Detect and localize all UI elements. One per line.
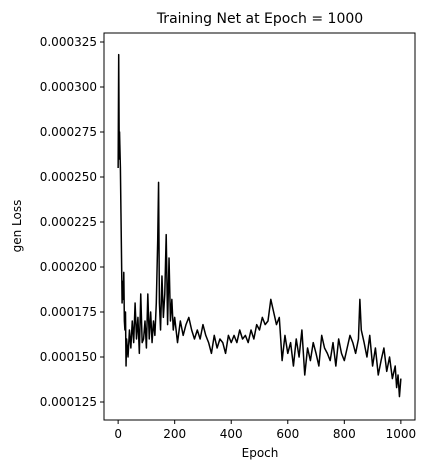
y-tick-label: 0.000325 <box>40 35 97 49</box>
y-tick-label: 0.000250 <box>40 170 97 184</box>
series-line-0 <box>117 53 402 398</box>
y-axis: 0.000125 0.000150 0.000175 0.000200 0.000225… <box>40 35 104 409</box>
x-tick-label: 800 <box>333 427 356 441</box>
plot-frame <box>103 32 416 421</box>
y-tick-label: 0.000175 <box>40 305 97 319</box>
x-tick-label: 1000 <box>386 427 417 441</box>
y-tick-label: 0.000150 <box>40 350 97 364</box>
y-tick-label: 0.000200 <box>40 260 97 274</box>
x-axis: 0 200 400 600 800 1000 <box>114 420 416 441</box>
x-tick-label: 400 <box>220 427 243 441</box>
y-tick-label: 0.000225 <box>40 215 97 229</box>
x-tick-label: 200 <box>163 427 186 441</box>
y-axis-label: gen Loss <box>10 200 24 253</box>
x-tick-label: 600 <box>276 427 299 441</box>
y-tick-label: 0.000125 <box>40 395 97 409</box>
plot-area <box>117 53 402 398</box>
x-tick-label: 0 <box>114 427 122 441</box>
chart-title: Training Net at Epoch = 1000 <box>156 11 363 27</box>
x-axis-label: Epoch <box>242 446 279 460</box>
y-tick-label: 0.000300 <box>40 80 97 94</box>
y-tick-label: 0.000275 <box>40 125 97 139</box>
